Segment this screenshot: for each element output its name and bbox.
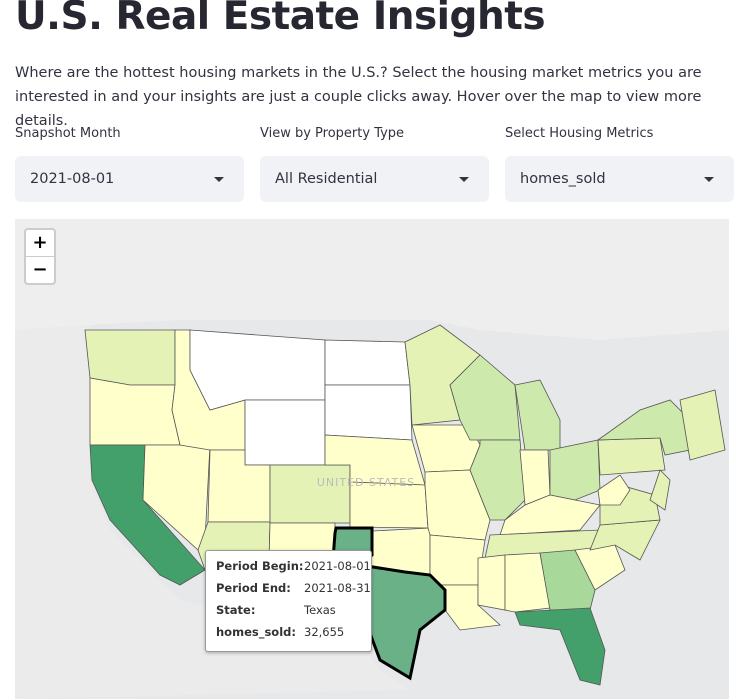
state[interactable]	[189, 329, 326, 411]
state[interactable]	[679, 389, 726, 461]
state[interactable]	[324, 384, 413, 441]
zoom-in[interactable]: +	[32, 232, 48, 253]
state[interactable]	[477, 554, 506, 611]
state[interactable]	[324, 339, 411, 386]
state[interactable]	[429, 534, 486, 586]
tooltip-key: State:	[216, 603, 256, 617]
control-label: View by Property Type	[260, 126, 405, 141]
state[interactable]	[269, 464, 351, 524]
state[interactable]	[597, 437, 666, 476]
tooltip-row: Period Begin:2021-08-01	[216, 559, 371, 573]
states	[84, 324, 726, 686]
state[interactable]	[89, 377, 181, 446]
select[interactable]: All Residential	[260, 156, 489, 202]
control-label: Snapshot Month	[15, 126, 121, 141]
control-label: Select Housing Metrics	[505, 126, 654, 141]
tooltip: Period Begin:2021-08-01 Period End: 2021-0…	[205, 550, 372, 652]
canada	[15, 219, 729, 340]
tooltip-row: Period End: 2021-08-31	[216, 581, 371, 595]
tooltip-key: Period End:	[216, 581, 291, 595]
tooltip-value: 32,655	[304, 625, 345, 639]
control: Snapshot Month 2021-08-01	[15, 126, 244, 202]
state[interactable]	[589, 519, 661, 561]
tooltip-value: 2021-08-31	[304, 581, 371, 595]
state[interactable]	[539, 549, 596, 611]
description: Where are the hottest housing markets in…	[15, 65, 702, 129]
control: View by Property Type All Residential	[260, 126, 489, 202]
country-label: UNITED STATES	[317, 476, 415, 489]
land	[15, 325, 410, 699]
tooltip-value: 2021-08-01	[304, 559, 371, 573]
select[interactable]: homes_sold	[505, 156, 734, 202]
zoom-out[interactable]: −	[26, 256, 54, 283]
tooltip-value: Texas	[304, 603, 336, 617]
state[interactable]	[84, 329, 176, 386]
tooltip-key: homes_sold:	[216, 625, 296, 639]
zoom-control: + −	[24, 228, 56, 285]
control: Select Housing Metrics homes_sold	[505, 126, 734, 202]
state[interactable]	[504, 552, 551, 613]
state[interactable]	[549, 439, 601, 501]
state[interactable]	[514, 379, 561, 451]
select[interactable]: 2021-08-01	[15, 156, 244, 202]
title: U.S. Real Estate Insights	[15, 0, 546, 39]
state[interactable]	[514, 607, 606, 686]
tooltip-row: homes_sold: 32,655	[216, 625, 344, 639]
tooltip-key: Period Begin:	[216, 559, 304, 573]
state[interactable]	[649, 469, 671, 511]
state[interactable]	[597, 474, 631, 506]
state[interactable]	[244, 399, 326, 466]
map[interactable]: UNITED STATES	[15, 219, 729, 699]
tooltip-row: State: Texas	[216, 603, 336, 617]
